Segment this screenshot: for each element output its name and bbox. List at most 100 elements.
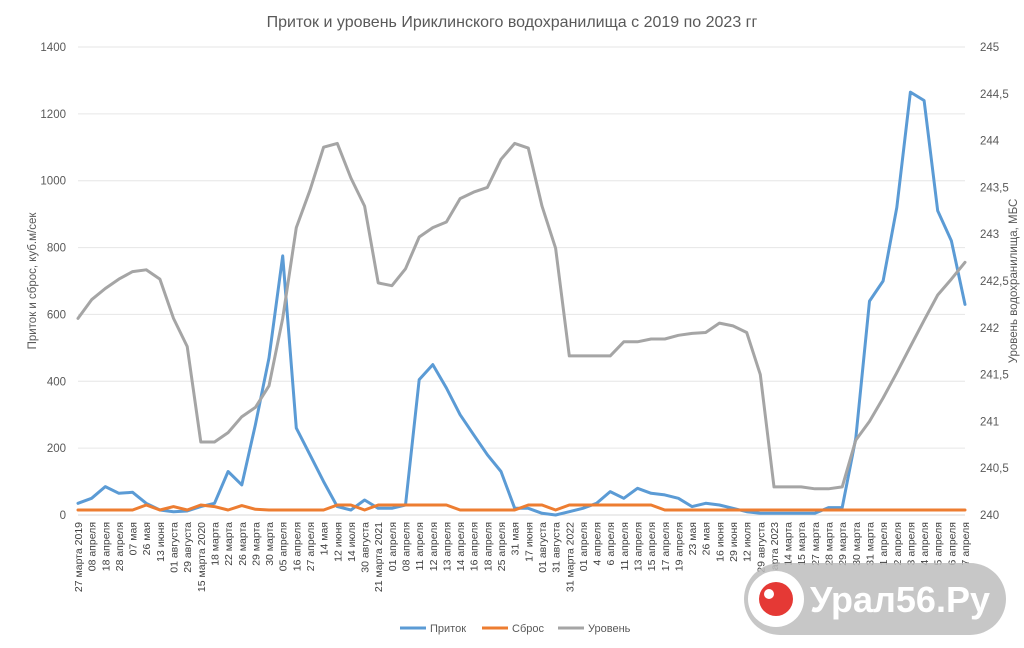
x-tick-label: 12 апреля	[428, 522, 440, 571]
y2-axis-label: Уровень водохранилища, МБС	[1008, 199, 1020, 364]
x-tick-label: 01 апреля	[578, 522, 590, 571]
y2-tick-label: 243,5	[980, 182, 1009, 194]
y2-tick-label: 243	[980, 229, 999, 241]
x-tick-label: 4 апреля	[592, 522, 604, 565]
y-tick-label: 1000	[40, 176, 66, 188]
y-tick-label: 1200	[40, 109, 66, 121]
x-tick-label: 14 мая	[319, 522, 331, 555]
x-tick-label: 29 августа	[755, 522, 767, 573]
x-tick-label: 30 марта	[851, 522, 863, 566]
y2-tick-label: 244,5	[980, 89, 1009, 101]
y-tick-label: 400	[47, 376, 66, 388]
x-tick-label: 11 апреля	[414, 522, 426, 571]
x-tick-label: 23 мая	[687, 522, 699, 555]
x-tick-label: 01 августа	[169, 522, 181, 573]
x-tick-label: 16 апреля	[291, 522, 303, 571]
x-tick-label: 01 августа	[537, 522, 549, 573]
x-tick-label: 13 апреля	[632, 522, 644, 571]
x-tick-label: 11 апреля	[619, 522, 631, 571]
x-tick-label: 29 марта	[837, 522, 849, 566]
y-tick-label: 1400	[40, 42, 66, 54]
left-axis-ticks: 0 200 400 600 800 1000 1200 1400	[40, 42, 66, 522]
y-tick-label: 800	[47, 243, 66, 255]
chart-title: Приток и уровень Ириклинского водохранил…	[267, 14, 758, 31]
y-tick-label: 0	[60, 510, 66, 522]
x-tick-label: 26 марта	[237, 522, 249, 566]
x-tick-label: 29 марта	[250, 522, 262, 566]
y2-tick-label: 242	[980, 323, 999, 335]
series-group	[76, 90, 967, 517]
x-tick-label: 7 апреля	[960, 522, 972, 565]
x-tick-label: 31 марта	[864, 522, 876, 566]
x-tick-label: 31 марта 2022	[564, 522, 576, 592]
y2-tick-label: 242,5	[980, 276, 1009, 288]
x-tick-label: 29 июня	[728, 522, 740, 562]
x-tick-label: 5 апреля	[933, 522, 945, 565]
x-tick-label: 31 мая	[510, 522, 522, 555]
y2-tick-label: 240,5	[980, 463, 1009, 475]
x-tick-label: 07 мая	[128, 522, 140, 555]
x-tick-label: 17 апреля	[660, 522, 672, 571]
x-tick-label: 16 апреля	[469, 522, 481, 571]
x-tick-label: 4 апреля	[919, 522, 931, 565]
x-tick-label: 18 марта	[209, 522, 221, 566]
legend-label-discharge: Сброс	[512, 623, 544, 635]
series-line-inflow	[76, 90, 967, 517]
x-tick-label: 14 апреля	[455, 522, 467, 571]
x-tick-label: 14 июля	[346, 522, 358, 562]
watermark-text: Урал56.Ру	[810, 579, 990, 620]
x-tick-label: 1 апреля	[878, 522, 890, 565]
x-tick-label: 15 марта	[796, 522, 808, 566]
watermark-badge	[744, 563, 1006, 635]
x-tick-label: 25 апреля	[496, 522, 508, 571]
x-tick-label: 6 апреля	[605, 522, 617, 565]
gridlines	[78, 46, 965, 449]
y2-tick-label: 244	[980, 136, 1000, 148]
x-tick-label: 14 марта	[783, 522, 795, 566]
x-tick-label: 05 апреля	[278, 522, 290, 571]
y-tick-label: 600	[47, 309, 66, 321]
x-tick-label: 08 апреля	[401, 522, 413, 571]
x-tick-label: 27 апреля	[305, 522, 317, 571]
legend-label-inflow: Приток	[430, 623, 466, 635]
x-tick-label: 19 апреля	[673, 522, 685, 571]
x-tick-label: 21 марта 2021	[373, 522, 385, 592]
legend: Приток Сброс Уровень	[400, 623, 631, 635]
x-tick-label: 18 апреля	[100, 522, 112, 571]
y2-tick-label: 241	[980, 416, 999, 428]
series-line-discharge	[76, 503, 967, 512]
x-tick-label: 6 апреля	[946, 522, 958, 565]
x-tick-label: 22 марта	[223, 522, 235, 566]
y2-tick-label: 241,5	[980, 370, 1009, 382]
watermark-logo-dot-icon	[764, 589, 774, 599]
x-tick-label: 18 апреля	[482, 522, 494, 571]
x-tick-label: 28 апреля	[114, 522, 126, 571]
x-axis-ticks: 27 марта 2019 08 апреля 18 апреля 28 апреля…	[73, 522, 972, 592]
x-tick-label: 29 августа	[182, 522, 194, 573]
x-tick-label: 13 июня	[155, 522, 167, 562]
x-tick-label: 16 июня	[714, 522, 726, 562]
x-tick-label: 13 апреля	[441, 522, 453, 571]
legend-label-level: Уровень	[588, 623, 631, 635]
x-tick-label: 12 июля	[742, 522, 754, 562]
x-tick-label: 27 марта 2019	[73, 522, 85, 592]
x-tick-label: 26 мая	[141, 522, 153, 555]
x-tick-label: 08 апреля	[87, 522, 99, 571]
x-tick-label: 12 июня	[332, 522, 344, 562]
x-tick-label: 30 августа	[360, 522, 372, 573]
x-tick-label: 15 марта 2020	[196, 522, 208, 592]
x-tick-label: 27 марта	[810, 522, 822, 566]
x-tick-label: 26 мая	[701, 522, 713, 555]
x-tick-label: 01 апреля	[387, 522, 399, 571]
y-tick-label: 200	[47, 443, 66, 455]
series-line-level	[76, 141, 967, 491]
x-tick-label: 17 июня	[523, 522, 535, 562]
watermark-logo-inner-icon	[759, 582, 793, 616]
y2-tick-label: 240	[980, 510, 999, 522]
right-axis-ticks: 240 240,5 241 241,5 242 242,5 243 243,5 244 244,5…	[980, 42, 1009, 522]
y-axis-label: Приток и сброс, куб.м/сек	[27, 212, 39, 350]
x-tick-label: 30 марта	[264, 522, 276, 566]
x-tick-label: 15 апреля	[646, 522, 658, 571]
x-tick-label: 3 апреля	[905, 522, 917, 565]
